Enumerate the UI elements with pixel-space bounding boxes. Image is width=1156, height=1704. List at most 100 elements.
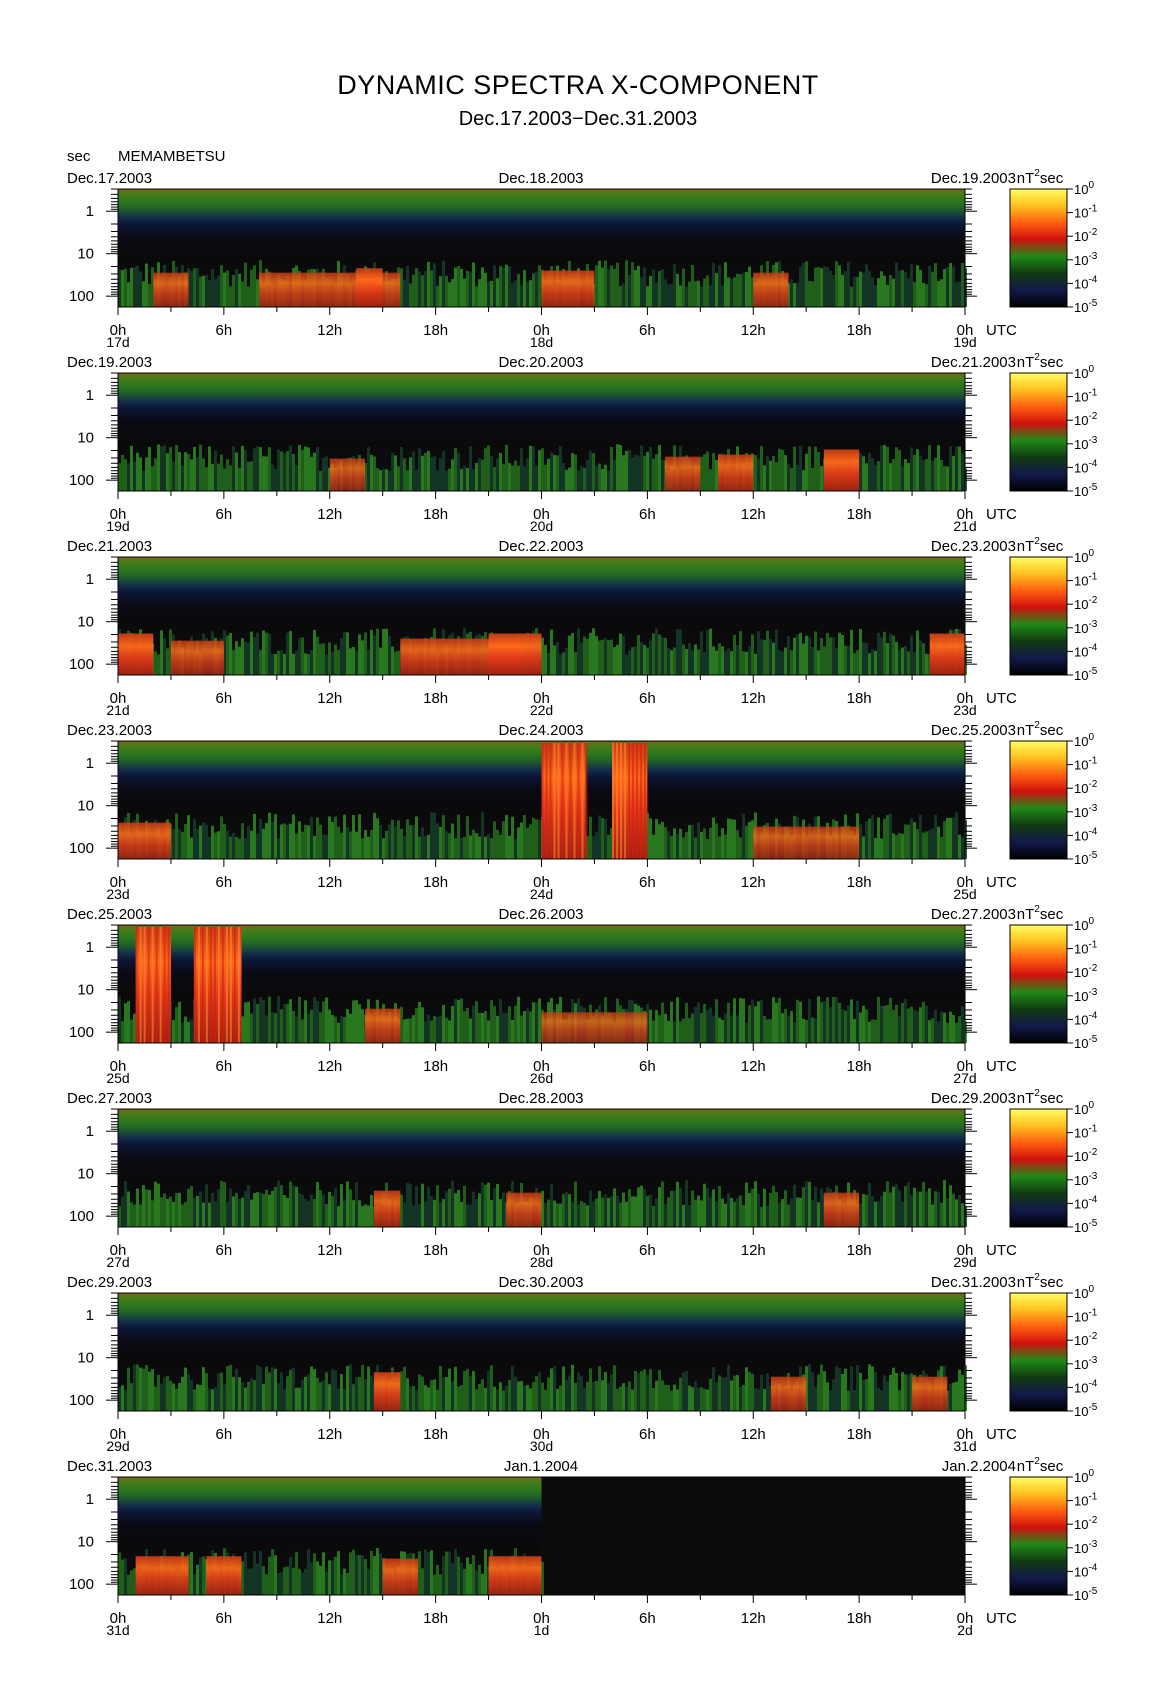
burst-streak [139,927,142,1043]
x-tick-label: 6h [216,1610,233,1627]
x-tick-label: 18h [847,1242,872,1259]
spectral-burst [170,640,224,675]
panel-mid-date: Dec.28.2003 [498,1090,583,1107]
y-tick-label: 10 [77,1534,94,1551]
x-tick-label: 12h [741,506,766,523]
burst-streak [581,743,584,859]
x-tick-label: 12h [741,874,766,891]
colorbar-unit-label: nT2sec [1017,1088,1064,1107]
x-tick-label: 0h [533,506,550,523]
panel-mid-date: Dec.18.2003 [498,170,583,187]
spectral-burst [770,1376,807,1411]
panel-end-date: Dec.31.2003 [931,1274,1016,1291]
colorbar-unit-label: nT2sec [1017,720,1064,739]
y-tick-label: 10 [77,982,94,999]
y-tick-label: 1 [86,203,94,220]
x-tick-label: 6h [639,1242,656,1259]
colorbar-tick-label: 100 [1074,364,1094,381]
burst-streak [636,743,639,859]
x-tick-label: 12h [741,1058,766,1075]
burst-streak [193,927,196,1043]
y-tick-label: 1 [86,1307,94,1324]
x-tick-label: 0h [957,506,974,523]
utc-label: UTC [986,1610,1017,1627]
colorbar-tick-label: 100 [1074,1468,1094,1485]
day-label-mid: 26d [530,1070,553,1086]
y-tick-label: 100 [69,288,94,305]
burst-streak [644,743,647,859]
burst-streak [585,743,588,859]
y-tick-label: 1 [86,571,94,588]
burst-streak [209,927,212,1043]
colorbar-tick-label: 100 [1074,732,1094,749]
spectral-burst [153,272,189,307]
y-tick-label: 100 [69,472,94,489]
day-label-start: 29d [106,1438,129,1454]
y-tick-label: 1 [86,939,94,956]
station-name: MEMAMBETSU [118,148,226,165]
colorbar-tick-label: 10-2 [1074,595,1098,612]
x-tick-label: 0h [957,322,974,339]
colorbar [1009,1108,1068,1228]
day-label-start: 21d [106,702,129,718]
day-label-mid: 24d [530,886,553,902]
x-tick-label: 0h [957,690,974,707]
spectral-burst [193,927,242,1043]
x-tick-label: 18h [847,1058,872,1075]
colorbar-tick-label: 10-2 [1074,227,1098,244]
day-label-end: 29d [953,1254,976,1270]
x-tick-label: 0h [533,1426,550,1443]
x-tick-label: 12h [317,1242,342,1259]
colorbar-unit-label: nT2sec [1017,536,1064,555]
x-tick-label: 12h [317,690,342,707]
colorbar-tick-label: 10-1 [1074,756,1098,773]
panel-end-date: Dec.27.2003 [931,906,1016,923]
burst-streak [628,743,631,859]
spectral-burst [382,1558,418,1595]
x-tick-label: 0h [533,322,550,339]
x-tick-label: 0h [110,690,127,707]
colorbar-tick-label: 100 [1074,548,1094,565]
burst-streak [229,927,232,1043]
utc-label: UTC [986,874,1017,891]
x-tick-label: 18h [423,1058,448,1075]
colorbar-tick-label: 10-2 [1074,1331,1098,1348]
colorbar [1009,924,1068,1044]
colorbar-tick-label: 10-5 [1074,1402,1098,1419]
x-tick-label: 6h [639,874,656,891]
y-tick-label: 10 [77,798,94,815]
burst-streak [135,927,138,1043]
x-tick-label: 18h [847,690,872,707]
colorbar [1009,188,1068,308]
x-tick-label: 0h [533,690,550,707]
colorbar-tick-label: 10-1 [1074,572,1098,589]
spectral-burst [929,633,965,675]
x-tick-label: 12h [741,1242,766,1259]
colorbar-tick-label: 10-3 [1074,251,1098,268]
x-tick-label: 6h [639,506,656,523]
burst-streak [167,927,170,1043]
burst-streak [620,743,623,859]
day-label-start: 19d [106,518,129,534]
x-tick-label: 6h [216,1058,233,1075]
burst-streak [553,743,556,859]
colorbar [1009,372,1068,492]
day-label-end: 2d [957,1622,973,1638]
panel-mid-date: Dec.22.2003 [498,538,583,555]
day-label-mid: 30d [530,1438,553,1454]
x-tick-label: 0h [110,874,127,891]
colorbar-unit-label: nT2sec [1017,168,1064,187]
spectral-burst [329,458,366,491]
spectral-burst [717,454,754,491]
spectral-burst [488,1556,542,1595]
spectral-burst [541,270,595,307]
colorbar-tick-label: 100 [1074,1284,1094,1301]
x-tick-label: 6h [216,690,233,707]
panel-mid-date: Jan.1.2004 [504,1458,578,1475]
day-label-end: 21d [953,518,976,534]
colorbar-tick-label: 10-1 [1074,388,1098,405]
x-tick-label: 0h [533,874,550,891]
burst-streak [612,743,615,859]
utc-label: UTC [986,1426,1017,1443]
